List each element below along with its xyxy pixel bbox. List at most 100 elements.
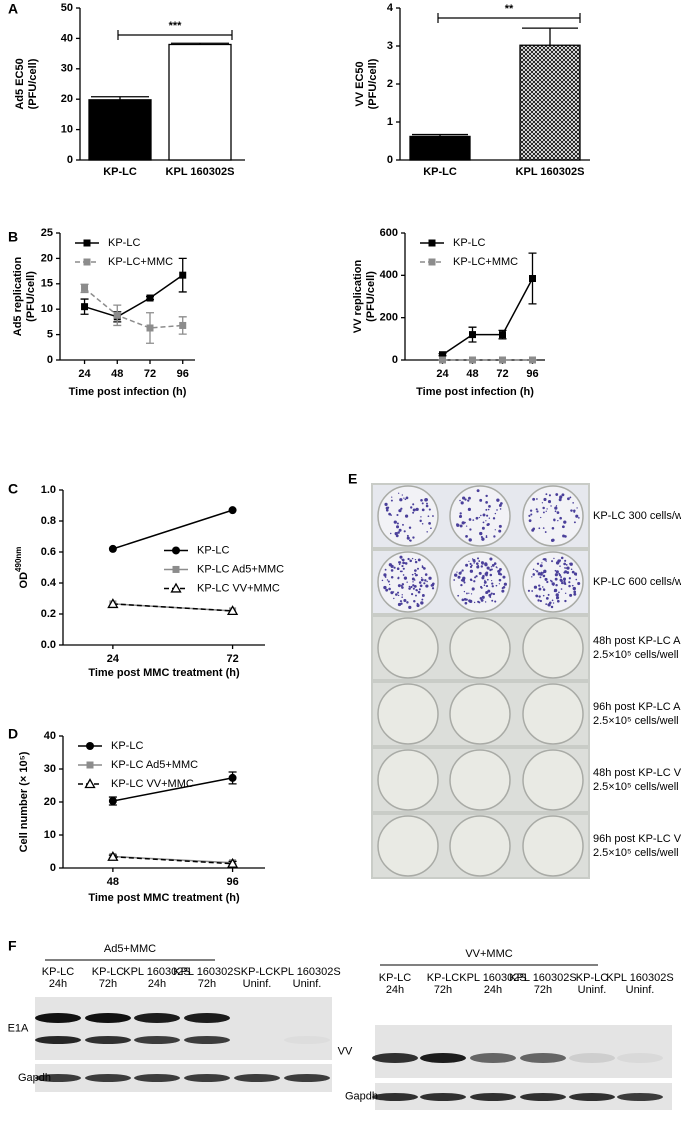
colony [469, 528, 472, 531]
lane-label: Uninf. [578, 984, 607, 996]
point [226, 857, 239, 868]
colony [424, 498, 428, 502]
y-tick-label: 0.4 [41, 577, 57, 589]
point [108, 544, 117, 553]
colony [484, 601, 487, 603]
well [449, 815, 511, 877]
colony [543, 497, 547, 502]
colony [484, 572, 488, 576]
lane-label: KP-LC [427, 972, 459, 984]
y-tick-label: 0 [392, 354, 398, 366]
blot-strip [35, 997, 332, 1060]
colony [546, 508, 548, 510]
colony [401, 596, 403, 598]
colony [560, 576, 563, 578]
colony [390, 575, 394, 579]
colony [401, 594, 403, 596]
colony [479, 498, 483, 502]
colony [403, 576, 408, 580]
colony [576, 507, 578, 509]
colony [397, 531, 400, 534]
colony [480, 565, 483, 568]
y-axis-label: VV EC50 [354, 61, 366, 106]
colony [531, 528, 535, 532]
colony [531, 576, 533, 578]
y-axis-label: Ad5 replication [12, 256, 24, 336]
colony [454, 573, 458, 577]
series [438, 356, 537, 364]
y-tick-label: 200 [380, 312, 398, 324]
colony [538, 587, 542, 591]
series-line [112, 777, 233, 802]
plate-label: 2.5×10⁵ cells/well [593, 847, 679, 859]
colony [390, 532, 392, 535]
colony [552, 602, 555, 604]
colony [416, 567, 419, 570]
colony [533, 585, 538, 589]
x-tick-label: 48 [111, 368, 123, 380]
blot-band [520, 1093, 566, 1101]
plate-photo [371, 483, 590, 879]
legend-label: KP-LC VV+MMC [111, 778, 194, 790]
colony [547, 603, 551, 607]
well [377, 617, 439, 679]
colony [412, 536, 415, 539]
colony [459, 512, 462, 515]
lane-label: KPL 160302S [173, 966, 240, 978]
colony [487, 568, 490, 570]
colony [385, 588, 389, 592]
colony [414, 572, 417, 575]
point [428, 239, 436, 247]
colony [565, 567, 567, 569]
colony [465, 525, 468, 527]
colony [478, 571, 482, 575]
colony [527, 589, 531, 592]
bar [519, 44, 581, 161]
colony [385, 508, 389, 512]
y-tick-label: 4 [387, 2, 394, 14]
colony [487, 523, 490, 526]
y-tick-label: 1 [387, 116, 393, 128]
colony [545, 560, 547, 562]
colony [562, 577, 567, 581]
x-tick-label: 24 [436, 368, 449, 380]
colony [393, 520, 397, 524]
colony [575, 578, 578, 581]
blot-row-label: VV [338, 1045, 353, 1057]
colony [406, 536, 410, 540]
colony [411, 593, 414, 596]
series-line [112, 509, 233, 550]
colony [545, 493, 548, 496]
colony [544, 577, 548, 581]
colony [473, 562, 475, 564]
colony [403, 530, 406, 533]
colony [399, 555, 403, 559]
blot-band [184, 1036, 230, 1044]
colony [492, 592, 496, 596]
point [84, 778, 96, 789]
colony [475, 562, 479, 565]
colony [414, 569, 417, 572]
blot-band [372, 1093, 418, 1101]
colony [408, 539, 411, 542]
colony [477, 600, 480, 603]
colony [399, 570, 402, 573]
legend-label: KP-LC [108, 237, 140, 249]
x-tick-label: 48 [466, 368, 478, 380]
colony [564, 567, 566, 569]
colony [426, 531, 428, 533]
colony [569, 593, 573, 597]
colony [421, 565, 424, 567]
colony [460, 501, 464, 505]
y-axis-label-sup: 490nm [14, 547, 23, 572]
colony [415, 594, 417, 597]
legend-label: KP-LC [453, 237, 485, 249]
significance-label: *** [169, 20, 183, 32]
point [83, 239, 91, 247]
colony [453, 579, 456, 581]
colony [457, 594, 460, 597]
colony [465, 598, 468, 601]
colony [535, 569, 537, 572]
blot-row-label: E1A [8, 1022, 29, 1034]
well [377, 749, 439, 811]
